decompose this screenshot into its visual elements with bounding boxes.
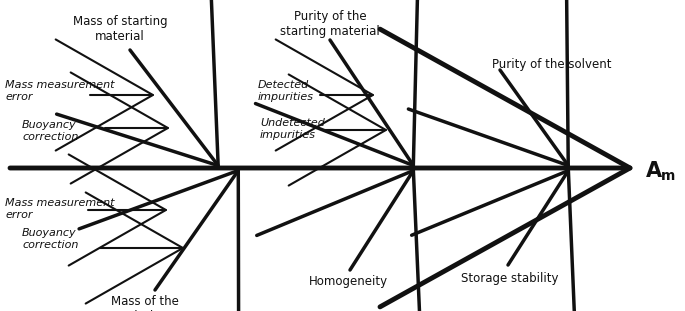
Text: Purity of the
starting material: Purity of the starting material: [280, 10, 380, 38]
Text: Mass measurement
error: Mass measurement error: [5, 80, 114, 102]
Text: Mass of starting
material: Mass of starting material: [73, 15, 167, 43]
Text: Buoyancy
correction: Buoyancy correction: [22, 120, 78, 142]
Text: Mass of the
solution: Mass of the solution: [111, 295, 179, 311]
Text: $\mathbf{m}$: $\mathbf{m}$: [660, 169, 675, 183]
Text: Homogeneity: Homogeneity: [308, 275, 388, 288]
Text: Buoyancy
correction: Buoyancy correction: [22, 228, 78, 250]
Text: $\mathbf{A}$: $\mathbf{A}$: [645, 161, 663, 181]
Text: Detected
impurities: Detected impurities: [258, 80, 314, 102]
Text: Purity of the solvent: Purity of the solvent: [492, 58, 612, 71]
Text: Mass measurement
error: Mass measurement error: [5, 198, 114, 220]
Text: Undetected
impurities: Undetected impurities: [260, 118, 325, 140]
Text: Storage stability: Storage stability: [461, 272, 559, 285]
